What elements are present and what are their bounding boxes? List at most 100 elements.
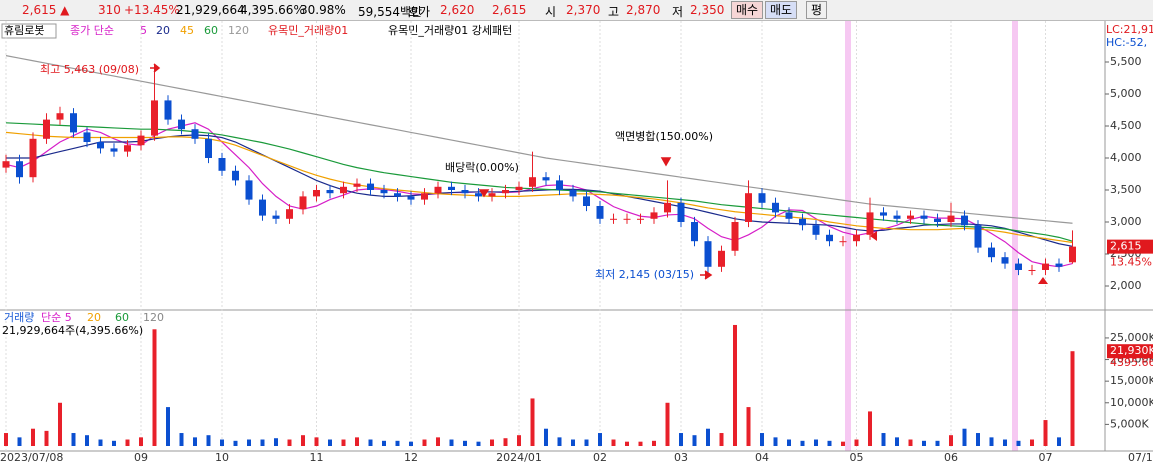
high: 2,870	[626, 3, 661, 17]
candle-body	[407, 196, 415, 200]
volume-title: 21,929,664주(4,395.66%)	[2, 324, 143, 337]
candle-body	[340, 186, 347, 194]
y-tick-label: 4,500	[1110, 119, 1142, 132]
annotation-arrow	[700, 270, 713, 280]
avg-button[interactable]: 평	[806, 1, 828, 19]
x-tick-label: 02	[593, 451, 607, 464]
volume-bar	[517, 435, 521, 446]
annotation: 배당락(0.00%)	[445, 161, 519, 174]
candle-body	[434, 186, 442, 194]
candle-body	[542, 177, 550, 181]
candle-body	[475, 193, 482, 197]
x-tick-label: 04	[755, 451, 769, 464]
toolbar: 2,615 ▲ 310 +13.45% 21,929,664 4,395.66%…	[0, 0, 1153, 21]
candle-body	[772, 202, 779, 213]
candle-body	[556, 180, 563, 190]
volume-bar	[409, 441, 413, 446]
volume-bar	[220, 439, 224, 446]
candle-body	[947, 215, 955, 222]
volume-bar	[1043, 420, 1048, 446]
legend-text: 45	[180, 24, 194, 37]
volume-bar	[1070, 351, 1075, 446]
annotation-arrow	[660, 157, 672, 167]
legend-text: 종가 단순	[70, 24, 114, 37]
candle-body	[259, 199, 266, 216]
legend-text: 거래량	[4, 311, 34, 324]
legend-text: 120	[143, 311, 164, 324]
candle-body	[853, 234, 860, 242]
candle-body	[394, 193, 401, 197]
volume-bar	[301, 435, 305, 446]
low-label: 저	[672, 5, 684, 19]
volume-bar	[962, 428, 967, 446]
volume-bar	[328, 439, 332, 446]
volume-bar	[355, 437, 359, 446]
volume-bar	[841, 441, 845, 446]
volume-bar	[881, 433, 886, 446]
candle-body	[124, 145, 131, 152]
y-tick-label: 25,000K	[1110, 331, 1153, 344]
candle-body	[488, 193, 496, 197]
volume-bar	[544, 428, 548, 446]
volume-bar	[557, 437, 562, 446]
candle-body	[934, 218, 941, 222]
y-tick-label: 10,000K	[1110, 396, 1153, 409]
x-tick-label: 2023/07/08	[0, 451, 63, 464]
volume-bar	[476, 441, 481, 446]
low: 2,350	[690, 3, 725, 17]
y-tick-label: 5,000	[1110, 87, 1142, 100]
candle-body	[691, 221, 698, 242]
candle-body	[812, 225, 820, 235]
sell-button[interactable]: 매도	[765, 1, 798, 19]
candle-body	[367, 183, 374, 190]
candle-body	[218, 158, 226, 171]
candle-body	[313, 189, 320, 197]
annotation: 액면병합(150.00%)	[615, 130, 713, 143]
candle-body	[974, 225, 982, 248]
candle-body	[664, 202, 671, 213]
legend-text: 5	[140, 24, 147, 37]
annotation: 최저 2,145 (03/15)	[595, 268, 694, 281]
chart: 휴림로봇 종가 단순 5 20 45 60 120 유목민_거래량01 유목민_거래량01 강세…	[0, 21, 1153, 466]
volume-bar	[44, 430, 49, 446]
volume-bar	[814, 439, 818, 446]
buy-button[interactable]: 매수	[731, 1, 764, 19]
y-tick-label: 4,000	[1110, 151, 1142, 164]
volume-bar	[976, 433, 980, 446]
signal-arrow	[870, 231, 877, 241]
candle-body	[421, 193, 428, 200]
volume-bar	[422, 439, 427, 446]
volume-bar	[679, 433, 683, 446]
change-pct: +13.45%	[124, 3, 180, 17]
x-tick-label: 07	[1039, 451, 1053, 464]
y-tick-label: 3,500	[1110, 183, 1142, 196]
volume-bar	[652, 440, 656, 446]
y-tick-label: 15,000K	[1110, 374, 1153, 387]
volume-bar	[31, 428, 35, 446]
candle-body	[839, 241, 847, 243]
candle-body	[785, 212, 793, 219]
candle-body	[205, 138, 212, 159]
candle-body	[907, 215, 914, 219]
volume-bar	[1003, 439, 1007, 446]
candle-body	[191, 129, 199, 139]
candle-body	[83, 132, 91, 143]
volume-bar	[260, 439, 265, 446]
volume-bar	[787, 439, 791, 446]
volume-bar	[935, 440, 940, 446]
open: 2,370	[566, 3, 601, 17]
candle-body	[178, 119, 185, 130]
candle-body	[56, 113, 64, 120]
annotation-arrow	[150, 63, 161, 73]
candle-body	[893, 215, 901, 219]
candle-body	[866, 212, 874, 235]
candle-body	[1042, 263, 1049, 270]
volume-bar	[436, 437, 440, 446]
volume-bar	[719, 433, 724, 446]
volume-bar	[179, 433, 184, 446]
x-tick-label: 03	[674, 451, 688, 464]
legend-text: 20	[156, 24, 170, 37]
candle-body	[758, 193, 766, 203]
candle-body	[623, 218, 631, 220]
x-tick-label: 10	[215, 451, 229, 464]
